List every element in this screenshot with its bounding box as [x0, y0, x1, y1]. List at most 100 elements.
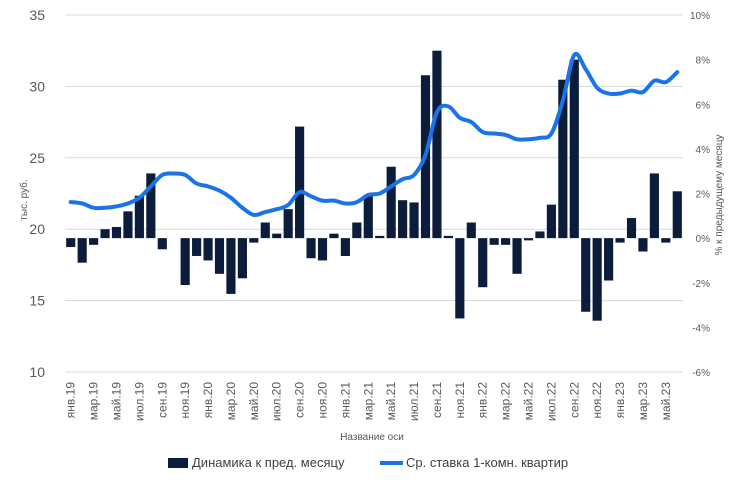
bar-сен.21 — [432, 50, 442, 239]
x-tick-label: сен.20 — [293, 382, 307, 418]
bar-ноя.19 — [180, 238, 190, 285]
bar-дек.22 — [604, 238, 614, 281]
bar-сен.20 — [295, 126, 305, 239]
legend-bar-swatch — [168, 458, 188, 468]
x-tick-label: ноя.20 — [316, 382, 330, 419]
y-tick-label: 25 — [29, 150, 45, 166]
x-tick-label: янв.22 — [476, 382, 490, 419]
right-axis-ticks: -6% -4% -2% 0% 2% 4% 6% 8% 10% — [690, 11, 710, 379]
left-axis-ticks: 10 15 20 25 30 35 — [29, 7, 45, 380]
x-tick-label: май.23 — [659, 382, 673, 421]
bar-апр.23 — [649, 173, 659, 239]
bar-дек.19 — [192, 238, 202, 256]
bar-апр.19 — [100, 229, 110, 239]
y-tick-label: 10 — [29, 364, 45, 380]
x-tick-label: сен.19 — [155, 382, 169, 418]
bar-июн.21 — [398, 200, 408, 239]
x-tick-label: янв.20 — [201, 382, 215, 419]
x-tick-label: май.19 — [110, 382, 124, 421]
bar-окт.22 — [581, 238, 591, 312]
bar-ноя.21 — [455, 238, 465, 319]
y-tick-label: 30 — [29, 78, 45, 94]
bar-ноя.20 — [317, 238, 328, 261]
x-tick-label: янв.21 — [338, 382, 352, 419]
bar-июл.22 — [546, 204, 556, 239]
x-tick-label: мар.20 — [224, 382, 238, 421]
x-tick-label: ноя.21 — [453, 382, 467, 419]
legend-line-label: Ср. ставка 1-комн. квартир — [406, 455, 568, 470]
y2-tick-label: 10% — [690, 11, 710, 22]
bar-янв.23 — [615, 238, 625, 243]
bar-июн.20 — [260, 222, 270, 239]
x-tick-label: ноя.22 — [590, 382, 604, 419]
y-tick-label: 20 — [29, 221, 45, 237]
bar-янв.21 — [340, 238, 350, 256]
bar-series — [66, 50, 682, 321]
bar-авг.19 — [146, 173, 156, 239]
bar-апр.21 — [375, 235, 385, 239]
x-axis-title: Название оси — [340, 432, 404, 443]
x-tick-label: июл.21 — [407, 382, 421, 421]
y2-tick-label: 2% — [696, 190, 711, 201]
bar-фев.22 — [489, 238, 499, 245]
rate-line — [68, 51, 680, 218]
bar-май.22 — [523, 238, 534, 241]
x-tick-label: янв.19 — [64, 382, 78, 419]
bar-окт.20 — [306, 238, 316, 259]
bar-сен.22 — [569, 59, 579, 239]
x-tick-label: мар.23 — [636, 382, 650, 421]
x-tick-label: сен.22 — [567, 382, 581, 418]
bar-мар.22 — [501, 238, 511, 245]
bar-май.21 — [386, 166, 396, 239]
x-tick-label: ноя.19 — [178, 382, 192, 419]
bar-июн.19 — [123, 211, 133, 239]
bar-апр.22 — [512, 238, 522, 274]
x-tick-label: май.20 — [247, 382, 261, 421]
x-axis-ticks: янв.19 мар.19 май.19 июл.19 сен.19 ноя.19 янв.… — [64, 382, 673, 421]
bar-дек.20 — [329, 233, 339, 239]
bar-дек.21 — [466, 222, 476, 239]
x-tick-label: июл.22 — [544, 382, 558, 421]
x-tick-label: сен.21 — [430, 382, 444, 418]
bar-май.19 — [111, 226, 122, 239]
bar-фев.19 — [77, 238, 87, 263]
x-tick-label: июл.19 — [132, 382, 146, 421]
bar-июл.19 — [134, 195, 144, 239]
y2-axis-title: % к предыдущему месяцу — [714, 134, 725, 255]
bar-сен.19 — [157, 238, 167, 250]
bar-ноя.22 — [592, 238, 602, 321]
x-tick-label: май.21 — [384, 382, 398, 421]
bar-июн.22 — [535, 231, 545, 239]
legend: Динамика к пред. месяцу Ср. ставка 1-ком… — [168, 455, 568, 470]
bar-янв.22 — [478, 238, 488, 288]
x-tick-label: мар.21 — [361, 382, 375, 421]
bar-мар.23 — [638, 238, 648, 252]
bar-авг.20 — [283, 209, 293, 239]
x-tick-label: мар.22 — [499, 382, 513, 421]
bar-янв.19 — [66, 238, 76, 248]
bar-апр.20 — [237, 238, 247, 279]
bar-мар.19 — [89, 238, 99, 245]
y2-tick-label: 6% — [696, 100, 711, 111]
bar-фев.20 — [214, 238, 225, 274]
bar-май.20 — [249, 238, 259, 243]
bar-мар.21 — [363, 195, 373, 239]
bar-окт.21 — [443, 235, 453, 239]
x-tick-label: янв.23 — [613, 382, 627, 419]
bar-фев.21 — [352, 222, 362, 239]
grid-lines — [65, 14, 683, 373]
bar-янв.20 — [203, 238, 213, 261]
x-tick-label: июл.20 — [270, 382, 284, 421]
y2-tick-label: -2% — [692, 279, 710, 290]
y2-tick-label: -4% — [692, 323, 710, 334]
bar-июн.23 — [672, 191, 682, 239]
y2-tick-label: -6% — [692, 368, 710, 379]
y2-tick-label: 0% — [696, 234, 711, 245]
y-tick-label: 15 — [29, 293, 45, 309]
legend-bar-label: Динамика к пред. месяцу — [192, 455, 345, 470]
x-tick-label: мар.19 — [87, 382, 101, 421]
y2-tick-label: 8% — [696, 56, 711, 67]
y-axis-title: тыс. руб. — [18, 179, 30, 220]
line-series — [68, 51, 680, 218]
